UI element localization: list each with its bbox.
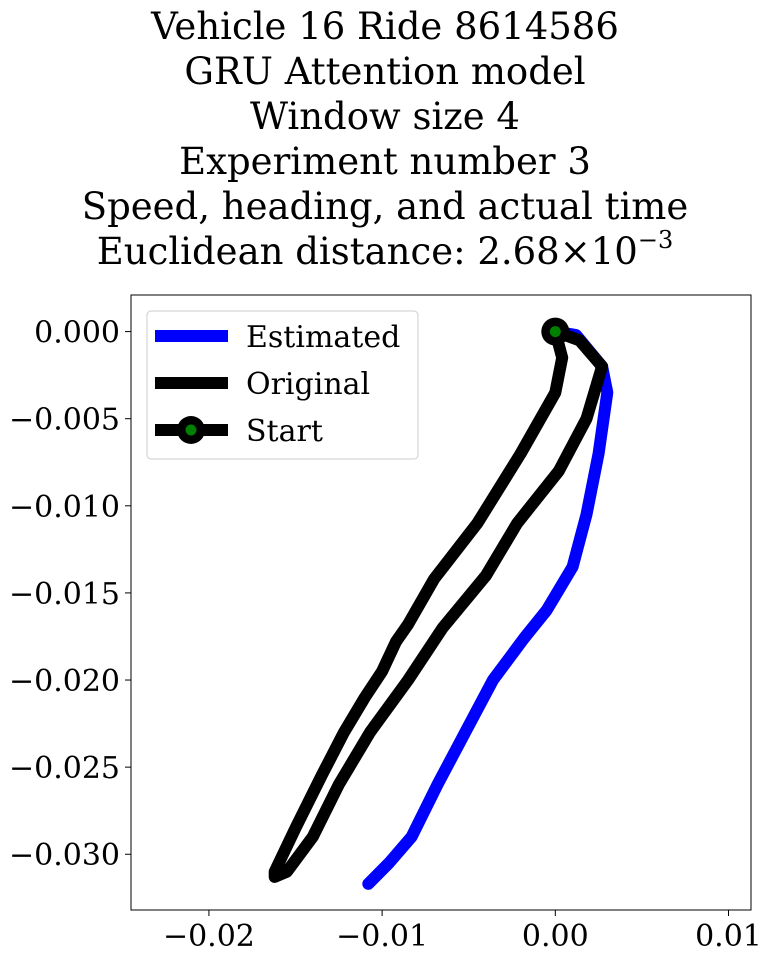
- legend-label-original: Original: [246, 367, 370, 402]
- title-line-model: GRU Attention model: [184, 50, 586, 93]
- start-marker-center: [549, 326, 561, 338]
- title-line-experiment: Experiment number 3: [179, 140, 591, 183]
- series-layer: [268, 317, 614, 890]
- distance-prefix: Euclidean distance:: [96, 230, 478, 273]
- title-line-window: Window size 4: [250, 95, 520, 138]
- y-tick-label: −0.015: [9, 577, 120, 612]
- series-line-original: [268, 325, 609, 883]
- y-tick-label: −0.020: [9, 664, 120, 699]
- chart-title: Vehicle 16 Ride 8614586 GRU Attention mo…: [0, 4, 770, 274]
- x-tick-label: −0.01: [336, 919, 428, 954]
- x-axis: −0.02 −0.01 0.00 0.01: [163, 910, 762, 954]
- title-line-distance: Euclidean distance: 2.68×10−3: [0, 226, 770, 274]
- legend: Estimated Original Start: [146, 310, 419, 460]
- x-tick-label: −0.02: [163, 919, 255, 954]
- x-tick-label: 0.00: [522, 919, 589, 954]
- plot-area-frame: [130, 294, 752, 911]
- distance-mantissa: 2.68: [477, 230, 560, 273]
- y-tick-label: −0.030: [9, 838, 120, 873]
- y-tick-label: −0.005: [9, 403, 120, 438]
- legend-box: [146, 310, 419, 460]
- x-tick-label: 0.01: [695, 919, 762, 954]
- title-line-features: Speed, heading, and actual time: [81, 185, 689, 228]
- distance-times: ×: [559, 230, 591, 273]
- distance-exponent: −3: [637, 226, 674, 254]
- distance-base: 10: [590, 230, 638, 273]
- legend-start-center: [185, 424, 197, 436]
- y-tick-label: −0.025: [9, 751, 120, 786]
- legend-label-start: Start: [246, 414, 323, 449]
- title-line-ride: Vehicle 16 Ride 8614586: [151, 5, 619, 48]
- y-tick-label: −0.010: [9, 490, 120, 525]
- y-axis: 0.000 −0.005 −0.010 −0.015 −0.020 −0.025 −0.03…: [9, 316, 131, 873]
- legend-label-estimated: Estimated: [246, 320, 400, 355]
- y-tick-label: 0.000: [34, 316, 120, 351]
